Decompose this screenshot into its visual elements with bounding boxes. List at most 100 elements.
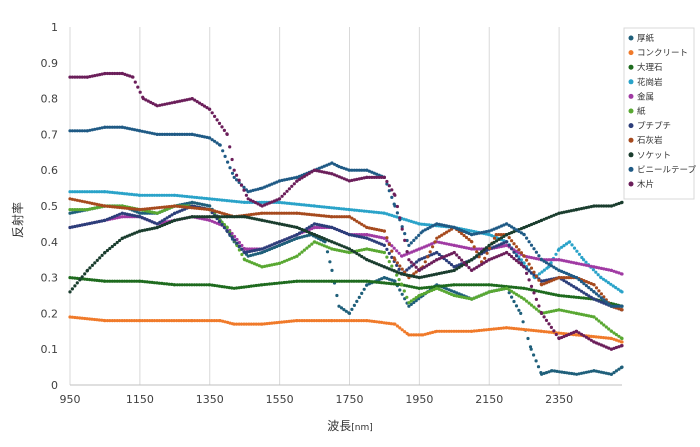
series-0-point (297, 236, 302, 240)
series-1-point (184, 319, 188, 323)
series-1-point (228, 321, 232, 325)
series-2-point (225, 285, 229, 289)
series-10-point (564, 333, 569, 338)
series-1-point (499, 326, 503, 330)
series-9-point (428, 225, 432, 229)
series-10-point (340, 176, 344, 180)
series-10-point (505, 250, 509, 255)
series-2-point (347, 279, 351, 283)
series-9-point (235, 178, 239, 182)
series-8-point (95, 258, 99, 262)
series-7-point (584, 280, 589, 284)
series-2-point (135, 279, 139, 283)
series-10-point (187, 97, 192, 101)
series-2-point (375, 280, 379, 284)
series-5-point (287, 257, 291, 261)
series-10-point (136, 85, 140, 89)
series-10-point (370, 175, 374, 179)
series-2-point (324, 279, 328, 283)
series-8-point (477, 252, 481, 256)
series-7-point (95, 202, 99, 206)
series-0-point (560, 370, 564, 374)
series-4-point (405, 252, 409, 256)
series-2-point (460, 283, 464, 287)
series-2-point (522, 286, 526, 290)
series-8-point (100, 253, 104, 257)
series-6-point (355, 234, 359, 238)
series-10-point (403, 238, 407, 242)
series-10-point (138, 90, 142, 94)
series-1-point (105, 319, 109, 323)
series-2-point (527, 287, 531, 291)
series-2-point (185, 283, 189, 287)
series-0-point (260, 250, 264, 255)
series-7-point (143, 207, 147, 211)
series-6-point (100, 219, 104, 223)
series-10-point (407, 258, 411, 262)
series-7-point (327, 214, 331, 218)
series-4-point (310, 227, 314, 231)
series-3-point (584, 260, 588, 264)
series-1-point (177, 319, 181, 323)
series-3-point (217, 198, 222, 202)
series-1-point (267, 321, 272, 325)
series-9-point (242, 185, 246, 189)
series-9-point (502, 223, 506, 227)
series-2-point (180, 283, 184, 287)
series-8-point (263, 219, 267, 223)
series-10-point (120, 71, 124, 76)
series-8-point (395, 270, 399, 274)
series-3-point (522, 261, 526, 265)
series-10-point (113, 71, 117, 76)
series-8-point (205, 215, 209, 219)
series-7-point (582, 279, 586, 283)
series-4-point (475, 247, 479, 251)
series-1-point (393, 322, 397, 326)
series-8-point (467, 259, 471, 263)
series-3-point (155, 193, 159, 197)
series-8-point (180, 217, 184, 221)
series-9-point (130, 127, 134, 131)
x-tick-label-5: 1950 (405, 393, 433, 406)
series-1-point (594, 335, 598, 339)
series-10-point (183, 98, 187, 102)
series-3-point (105, 190, 109, 194)
series-3-point (92, 190, 97, 194)
series-1-point (431, 330, 435, 334)
series-1-point (155, 319, 159, 323)
series-6-point (163, 217, 167, 221)
series-6-point (105, 217, 109, 221)
series-0-point (360, 291, 364, 295)
series-1-point (350, 319, 354, 323)
series-1-point (265, 322, 269, 326)
series-5-point (505, 286, 509, 290)
series-3-point (425, 223, 429, 227)
series-7-point (155, 206, 159, 210)
series-9-point (70, 129, 74, 133)
series-7-point (617, 307, 621, 311)
series-2-point (525, 287, 529, 291)
series-6-point (567, 282, 571, 286)
series-6-point (597, 299, 601, 303)
series-3-point (88, 190, 92, 194)
series-8-point (512, 230, 516, 234)
series-8-point (70, 287, 74, 291)
series-6-point (525, 267, 529, 271)
series-2-point (292, 279, 296, 284)
series-8-point (163, 222, 167, 227)
series-3-point (564, 242, 569, 246)
series-6-point (252, 248, 257, 253)
series-4-point (370, 234, 374, 238)
series-1-point (534, 329, 538, 333)
y-tick-label-0: 0 (51, 379, 58, 392)
series-3-point (339, 207, 344, 211)
series-6-point (372, 239, 376, 243)
series-0-point (617, 367, 621, 371)
series-2-point (307, 279, 311, 283)
series-9-point (218, 143, 222, 147)
series-8-point (130, 232, 134, 236)
series-6-point (422, 256, 426, 260)
series-5-point (150, 210, 154, 214)
series-3-point (379, 211, 383, 215)
series-7-point (302, 212, 306, 216)
